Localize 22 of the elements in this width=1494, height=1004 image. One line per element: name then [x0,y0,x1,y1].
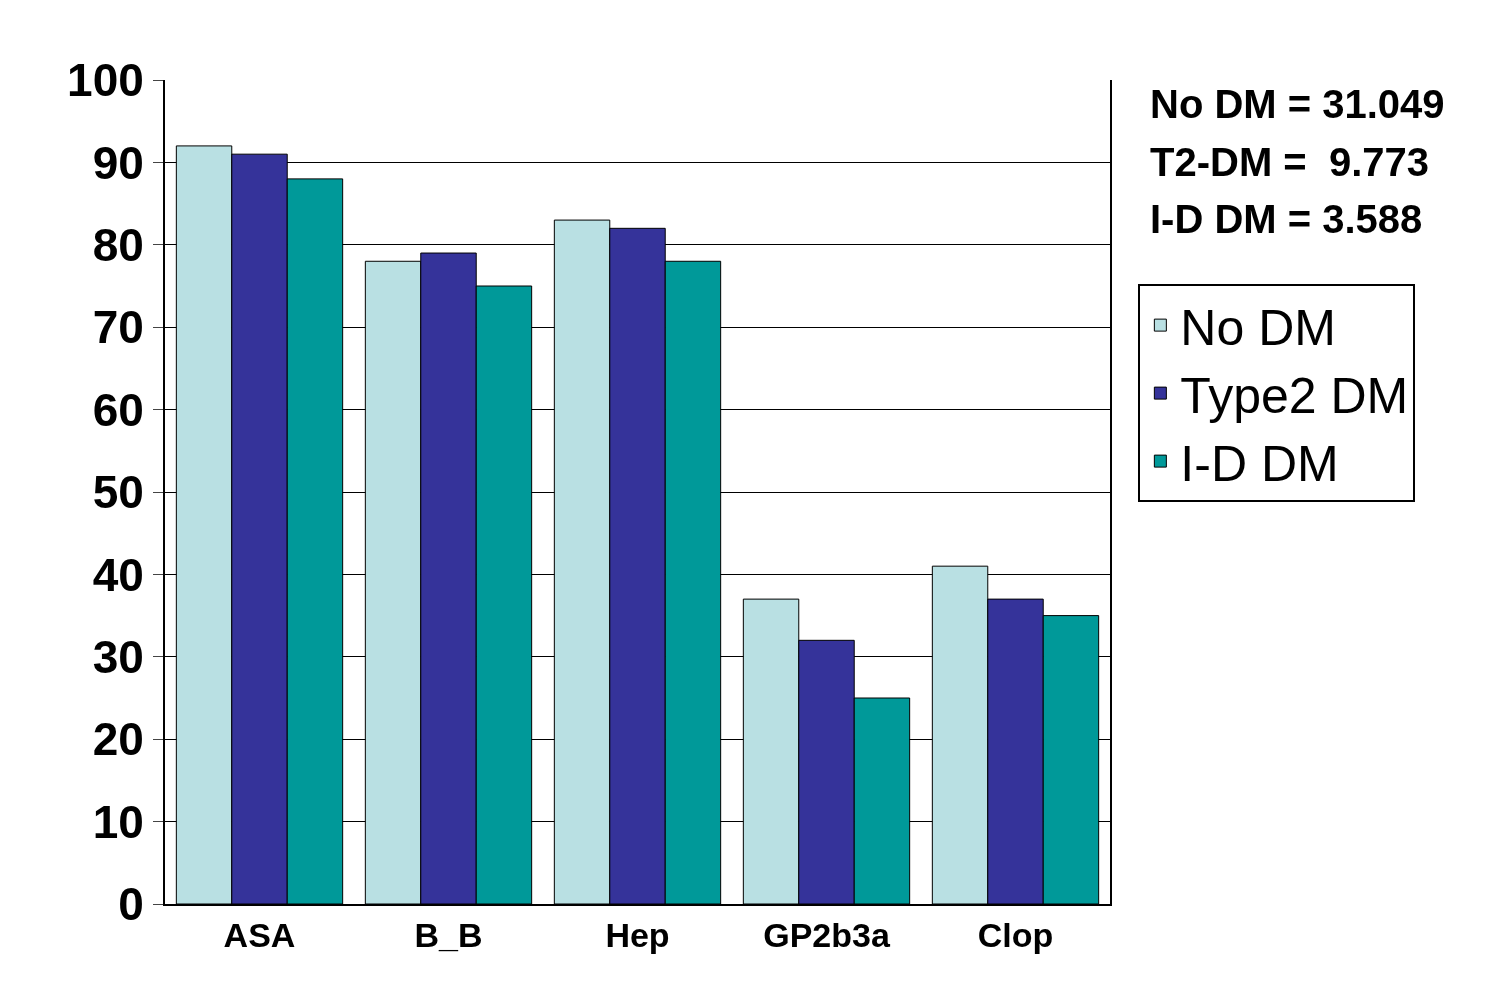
text: No DM = 31.049 [1150,82,1445,126]
x-tick-label: Hep [605,915,670,954]
y-tick-label: 0 [118,878,144,931]
y-tick-label: 30 [92,630,144,683]
y-tick-label: 100 [67,54,144,107]
y-tick-label: 60 [92,383,144,436]
y-tick-label: 50 [92,466,144,519]
x-tick-label: GP2b3a [763,915,891,954]
y-tick-label: 20 [92,713,144,766]
text: I-D DM = 3.588 [1150,197,1423,241]
y-tick-label: 70 [92,301,144,354]
y-tick-label: 10 [92,795,144,848]
x-tick-label: ASA [223,915,296,954]
y-tick-label: 90 [92,136,144,189]
x-tick-label: B_B [414,915,483,954]
legend-label: No DM [1180,299,1336,356]
y-tick-label: 40 [92,548,144,601]
legend-label: Type2 DM [1180,367,1409,424]
text: T2-DM = 9.773 [1150,140,1430,184]
x-tick-label: Clop [977,915,1054,954]
y-tick-label: 80 [92,218,144,271]
legend-label: I-D DM [1180,435,1339,492]
